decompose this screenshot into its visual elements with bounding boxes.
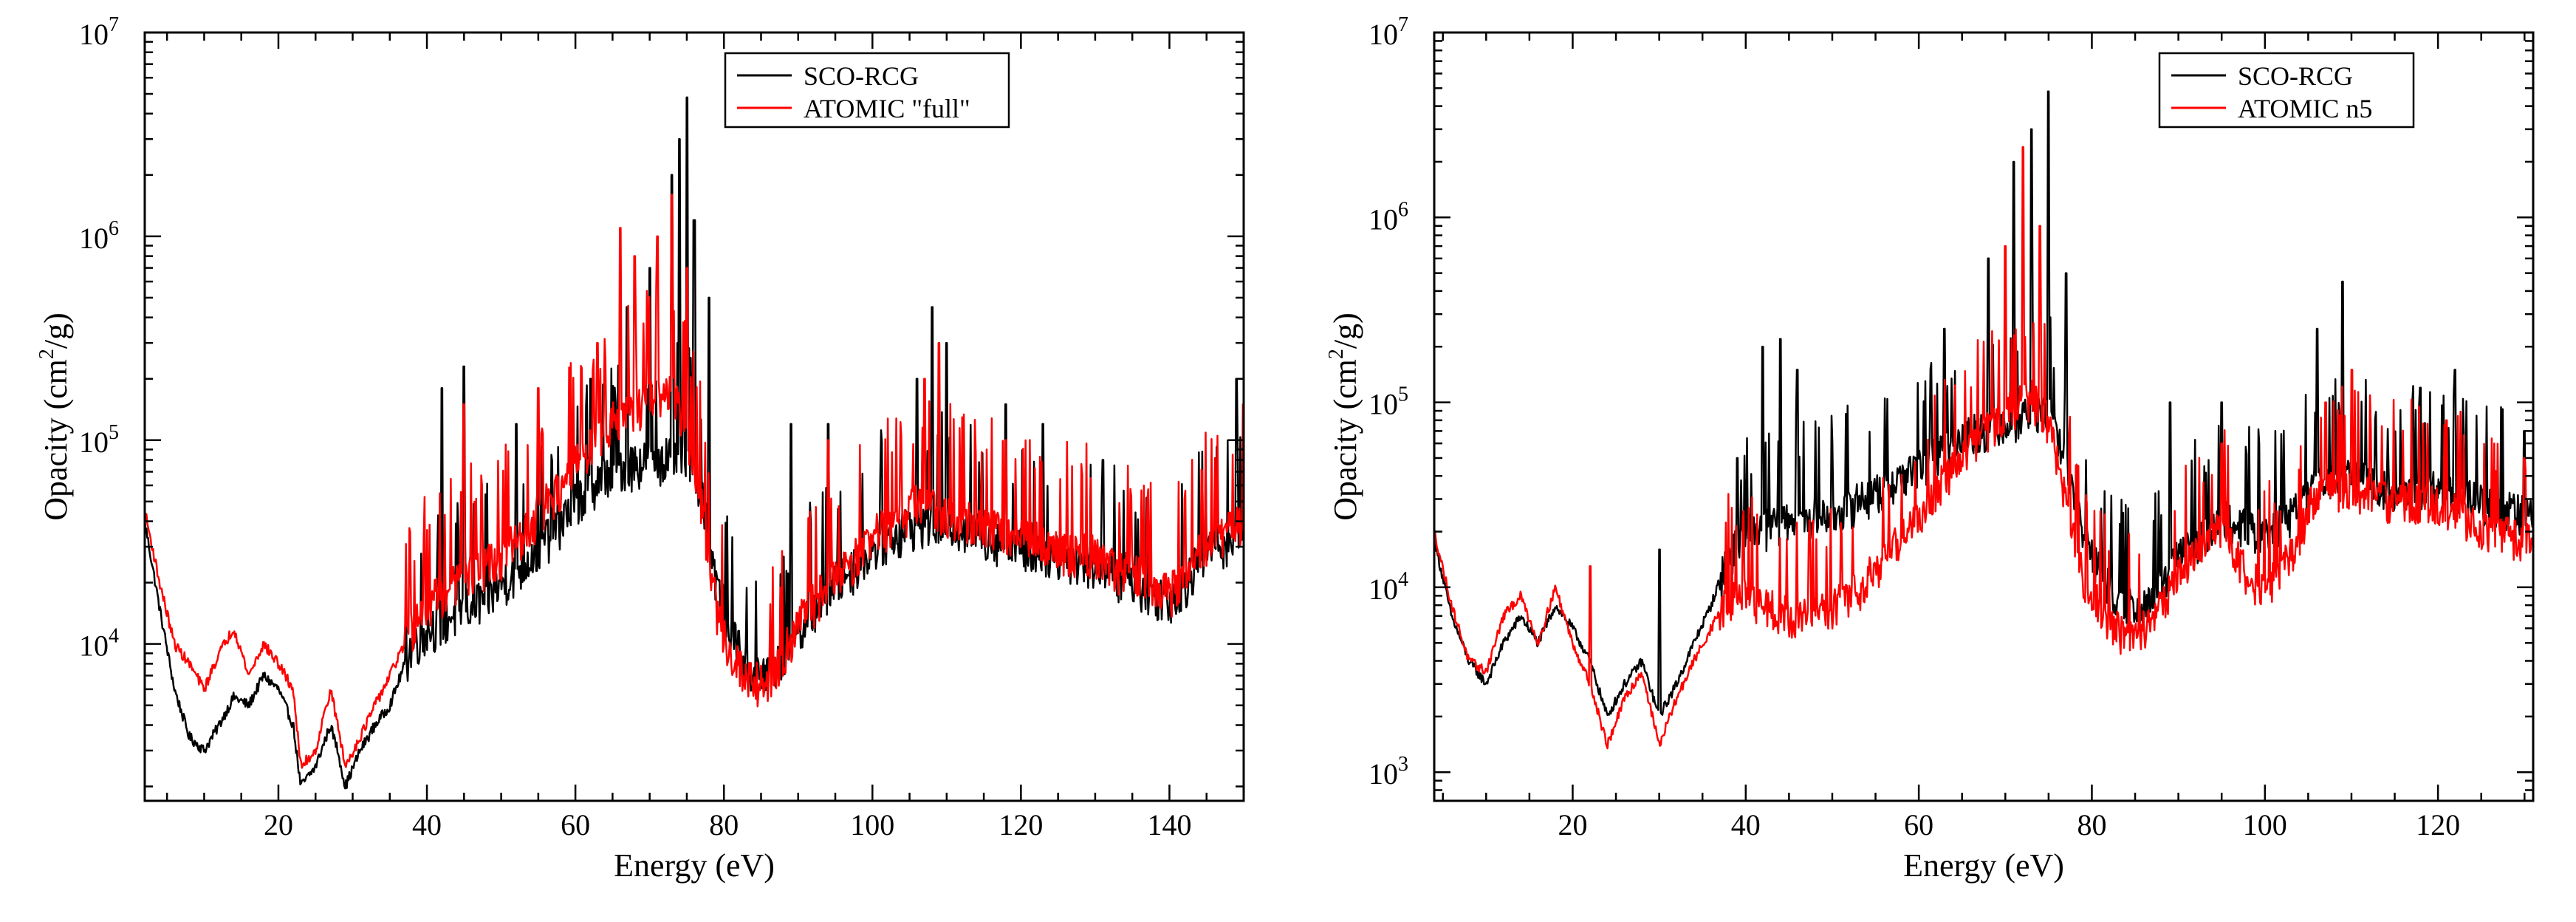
legend-label-sco-rcg-left: SCO-RCG <box>804 61 919 91</box>
y-tick-label: 105 <box>79 421 119 459</box>
chart-right: 20 40 60 80 100 120 103 104 105 106 107 Energy (e… <box>1325 13 2535 884</box>
legend-label-atomic-n5: ATOMIC n5 <box>2238 94 2372 123</box>
legend-right: SCO-RCG ATOMIC n5 <box>2158 52 2415 129</box>
y-axis-title-part-right: Opacity (cm <box>1327 359 1363 521</box>
x-axis-title-left: Energy (eV) <box>614 847 775 884</box>
x-axis-ticks-left: 20 40 60 80 100 120 140 <box>165 33 1245 841</box>
x-tick-label: 60 <box>1904 808 1933 841</box>
x-tick-label: 40 <box>412 808 442 841</box>
series-line-atomic-full <box>145 194 1244 769</box>
y-axis-title-end-left: /g) <box>38 313 74 349</box>
y-axis-title-left: Opacity (cm2/g) <box>35 313 74 521</box>
chart-left: 20 40 60 80 100 120 140 104 105 106 107 Energy (e… <box>35 13 1245 884</box>
legend-box-right <box>2158 52 2415 129</box>
x-axis-title-right: Energy (eV) <box>1903 847 2064 884</box>
plot-frame-right <box>1433 31 2535 802</box>
y-axis-title-part-left: Opacity (cm <box>38 359 74 521</box>
y-axis-title-right: Opacity (cm2/g) <box>1325 313 1363 521</box>
legend-box-left <box>724 52 1010 129</box>
x-tick-label: 40 <box>1731 808 1761 841</box>
series-group-right <box>1434 90 2533 750</box>
y-axis-title-sup-right: 2 <box>1325 349 1348 359</box>
y-tick-label: 103 <box>1368 753 1408 790</box>
x-axis-ticks-right: 20 40 60 80 100 120 <box>1442 33 2526 841</box>
x-tick-label: 80 <box>2077 808 2106 841</box>
x-tick-label: 100 <box>2243 808 2287 841</box>
y-tick-label: 106 <box>79 217 119 255</box>
x-tick-label: 140 <box>1147 808 1191 841</box>
series-line-atomic-n5 <box>1434 146 2533 750</box>
legend-label-atomic-full: ATOMIC "full" <box>804 94 970 123</box>
y-axis-ticks-left: 104 105 106 107 <box>79 13 1244 788</box>
legend-label-sco-rcg-right: SCO-RCG <box>2238 61 2353 91</box>
y-axis-title-sup-left: 2 <box>35 349 58 359</box>
y-tick-label: 107 <box>1368 13 1408 51</box>
x-tick-label: 20 <box>1558 808 1587 841</box>
y-tick-label: 107 <box>79 13 119 51</box>
x-tick-label: 120 <box>2416 808 2460 841</box>
y-axis-ticks-right: 103 104 105 106 107 <box>1368 13 2533 802</box>
x-tick-label: 60 <box>561 808 590 841</box>
y-tick-label: 104 <box>79 625 119 663</box>
x-tick-label: 100 <box>850 808 894 841</box>
series-group-left <box>145 96 1244 790</box>
x-tick-label: 80 <box>709 808 739 841</box>
x-tick-label: 20 <box>264 808 293 841</box>
y-tick-label: 106 <box>1368 198 1408 236</box>
y-tick-label: 105 <box>1368 383 1408 421</box>
x-tick-label: 120 <box>998 808 1043 841</box>
y-tick-label: 104 <box>1368 568 1408 606</box>
plot-frame-left <box>143 31 1245 802</box>
legend-left: SCO-RCG ATOMIC "full" <box>724 52 1010 129</box>
y-axis-title-end-right: /g) <box>1327 313 1363 349</box>
